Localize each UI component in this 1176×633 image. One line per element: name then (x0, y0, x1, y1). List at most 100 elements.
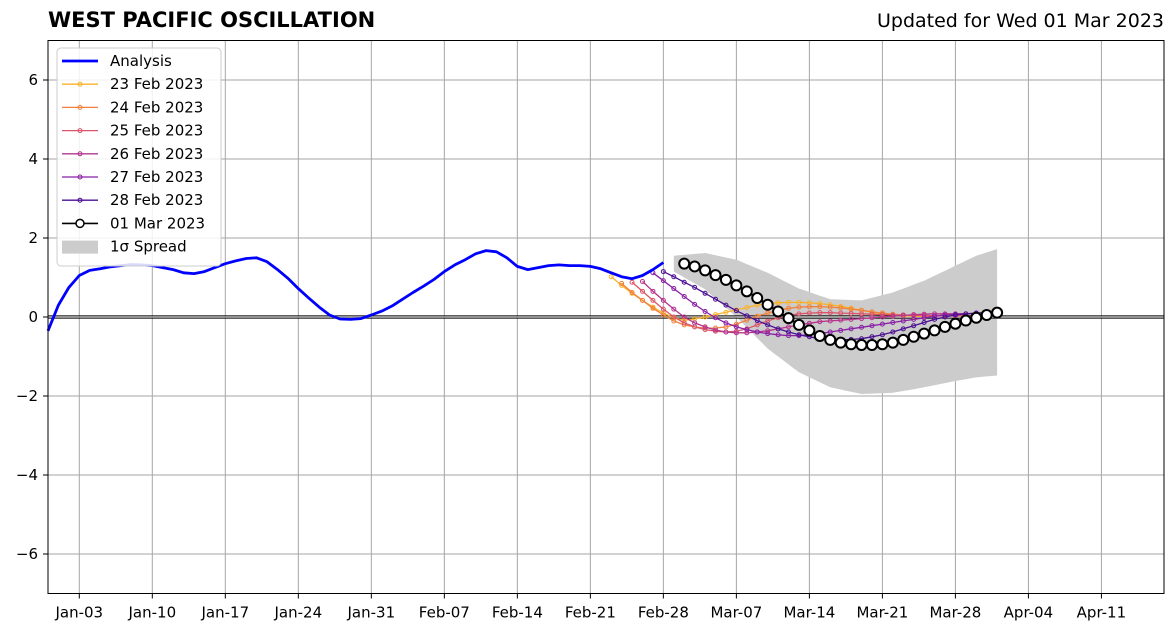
forecast-point (897, 333, 910, 346)
forecast-point (713, 296, 719, 302)
forecast-point (921, 320, 927, 326)
y-tick-label: −4 (16, 466, 38, 484)
forecast-point (806, 304, 812, 310)
forecast-point (796, 311, 802, 317)
forecast-point (702, 314, 708, 320)
forecast-point (629, 290, 635, 296)
forecast-point (796, 299, 802, 305)
forecast-point (859, 324, 865, 330)
forecast-point (772, 305, 785, 318)
forecast-point (911, 316, 917, 322)
forecast-point (765, 331, 771, 337)
forecast-point (848, 316, 854, 322)
forecast-point (879, 332, 885, 338)
forecast-point (681, 317, 687, 323)
forecast-point (859, 316, 865, 322)
forecast-point (817, 319, 823, 325)
forecast-point (959, 314, 972, 327)
forecast-point (813, 329, 826, 342)
forecast-point (786, 324, 792, 330)
forecast-point (838, 327, 844, 333)
forecast-point (702, 290, 708, 296)
forecast-point (671, 306, 677, 312)
x-tick-label: Jan-03 (54, 604, 103, 622)
forecast-point (640, 278, 646, 284)
legend-label: 24 Feb 2023 (110, 98, 203, 116)
forecast-point (671, 286, 677, 292)
forecast-point (848, 310, 854, 316)
forecast-point (827, 310, 833, 316)
forecast-point (660, 269, 666, 275)
forecast-point (733, 330, 739, 336)
forecast-point (619, 280, 625, 286)
forecast-point (869, 323, 875, 329)
forecast-point (660, 312, 666, 318)
forecast-point (744, 313, 750, 319)
forecast-point (900, 326, 906, 332)
forecast-point (890, 320, 896, 326)
forecast-point (879, 321, 885, 327)
forecast-point (713, 327, 719, 333)
forecast-point (803, 324, 816, 337)
legend-marker (77, 197, 83, 203)
forecast-point (859, 311, 865, 317)
forecast-point (991, 306, 1004, 319)
y-tick-label: 6 (28, 71, 38, 89)
y-tick-label: −2 (16, 387, 38, 405)
forecast-point (949, 317, 962, 330)
forecast-point (907, 330, 920, 343)
forecast-point (921, 315, 927, 321)
forecast-point (650, 305, 656, 311)
forecast-point (865, 339, 878, 352)
forecast-point (838, 310, 844, 316)
forecast-point (761, 298, 774, 311)
forecast-point (744, 330, 750, 336)
legend-label: Analysis (110, 52, 172, 70)
x-tick-label: Mar-21 (856, 604, 908, 622)
x-tick-label: Jan-24 (274, 604, 323, 622)
forecast-point (900, 318, 906, 324)
forecast-point (709, 269, 722, 282)
forecast-point (845, 338, 858, 351)
forecast-point (952, 312, 958, 318)
x-tick-label: Apr-11 (1077, 604, 1127, 622)
forecast-point (692, 320, 698, 326)
forecast-point (744, 327, 750, 333)
forecast-point (723, 302, 729, 308)
spread-band (673, 249, 998, 394)
forecast-point (765, 322, 771, 328)
x-tick-label: Mar-14 (783, 604, 835, 622)
forecast-point (754, 318, 760, 324)
forecast-point (838, 317, 844, 323)
forecast-point (765, 328, 771, 334)
forecast-point (775, 332, 781, 338)
legend: Analysis 23 Feb 2023 24 Feb 2023 25 Feb 202… (56, 47, 222, 267)
y-tick-label: 0 (28, 308, 38, 326)
forecast-point (765, 310, 771, 316)
forecast-point (660, 306, 666, 312)
x-tick-label: Mar-28 (929, 604, 981, 622)
forecast-point (733, 324, 739, 330)
ticks: Jan-03 Jan-10 Jan-17 Jan-24 Jan-31 Feb-07 Feb-… (16, 71, 1126, 622)
forecast-point (660, 297, 666, 303)
forecast-point (688, 260, 701, 273)
legend-marker (77, 81, 83, 87)
forecast-point (650, 288, 656, 294)
forecast-point (671, 274, 677, 280)
legend-marker (75, 218, 85, 229)
forecast-point (775, 300, 781, 306)
forecast-point (932, 313, 938, 319)
legend-label: 25 Feb 2023 (110, 122, 203, 140)
forecast-point (740, 285, 753, 298)
legend-label: 27 Feb 2023 (110, 168, 203, 186)
forecast-point (681, 293, 687, 299)
legend-label: 01 Mar 2023 (110, 214, 205, 232)
x-tick-label: Jan-31 (347, 604, 396, 622)
forecast-point (942, 314, 948, 320)
legend-box (56, 47, 222, 267)
forecast-point (848, 326, 854, 332)
forecast-point (970, 311, 983, 324)
x-tick-label: Feb-07 (419, 604, 470, 622)
y-tick-label: 4 (28, 150, 38, 168)
legend-marker (77, 151, 83, 157)
